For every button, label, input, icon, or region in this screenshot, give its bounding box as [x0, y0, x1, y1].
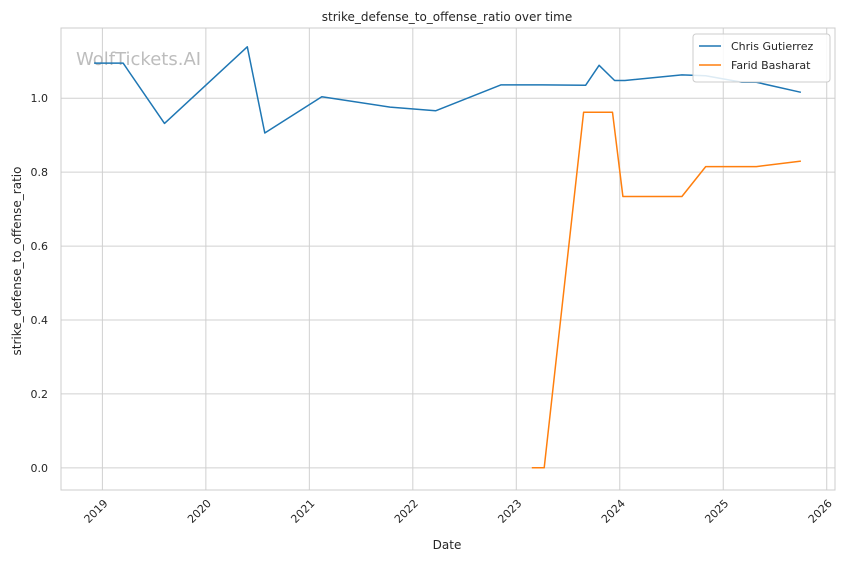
x-axis-title: Date — [433, 538, 462, 552]
watermark: WolfTickets.AI — [76, 49, 201, 70]
y-tick-label: 1.0 — [31, 92, 49, 105]
x-tick-label: 2024 — [599, 497, 628, 526]
grid — [61, 28, 835, 490]
x-tick-label: 2021 — [288, 497, 317, 526]
y-tick-label: 0.6 — [31, 240, 49, 253]
chart-title: strike_defense_to_offense_ratio over tim… — [322, 10, 572, 24]
x-tick-label: 2022 — [392, 497, 421, 526]
legend-label: Chris Gutierrez — [731, 40, 813, 53]
legend-label: Farid Basharat — [731, 59, 811, 72]
x-tick-labels: 2019 2020 2021 2022 2023 2024 2025 2026 — [82, 497, 835, 526]
x-tick-label: 2020 — [185, 497, 214, 526]
series-line-farid-basharat — [531, 111, 801, 469]
x-tick-label: 2025 — [702, 497, 731, 526]
legend-box — [692, 33, 831, 83]
x-tick-label: 2019 — [82, 497, 111, 526]
y-tick-labels: 0.0 0.2 0.4 0.6 0.8 1.0 — [31, 92, 49, 475]
y-tick-label: 0.8 — [31, 166, 49, 179]
y-axis-title: strike_defense_to_offense_ratio — [10, 167, 24, 356]
y-tick-label: 0.2 — [31, 388, 49, 401]
x-tick-label: 2023 — [495, 497, 524, 526]
y-tick-label: 0.4 — [31, 314, 49, 327]
y-tick-label: 0.0 — [31, 462, 49, 475]
x-tick-label: 2026 — [806, 497, 835, 526]
legend: Chris Gutierrez Farid Basharat — [692, 33, 831, 83]
series-group — [94, 46, 802, 469]
plot-frame — [60, 27, 836, 491]
